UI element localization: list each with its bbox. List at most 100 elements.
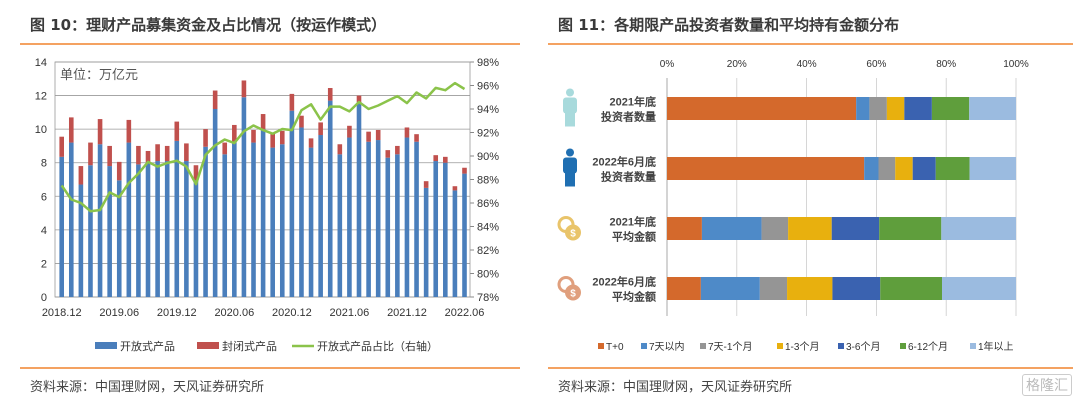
bar-segment-1-2 xyxy=(878,157,896,180)
bar-open-21 xyxy=(260,129,266,297)
bar-segment-1-6 xyxy=(969,157,1016,180)
bar-open-31 xyxy=(356,102,362,298)
bar-closed-10 xyxy=(155,144,160,162)
bar-open-34 xyxy=(385,157,391,297)
y-tick-label: 6 xyxy=(41,191,47,203)
bar-closed-2 xyxy=(78,166,84,185)
x-tick-label: 2021.06 xyxy=(330,307,370,319)
x-tick-label: 40% xyxy=(797,59,817,70)
bar-closed-32 xyxy=(366,131,371,142)
dollar-sign-icon: $ xyxy=(570,289,576,300)
bar-segment-0-3 xyxy=(886,97,905,120)
legend-swatch-3 xyxy=(777,343,783,349)
bar-closed-15 xyxy=(203,129,208,147)
bar-closed-39 xyxy=(433,155,439,162)
bar-segment-2-5 xyxy=(879,217,942,240)
bar-open-11 xyxy=(164,161,170,297)
bar-open-41 xyxy=(452,190,458,297)
bar-open-4 xyxy=(97,144,103,297)
legend-label-0: 开放式产品 xyxy=(120,339,175,353)
legend-label-2: 开放式产品占比（右轴） xyxy=(317,339,438,353)
bar-segment-2-3 xyxy=(788,217,832,240)
y2-tick-label: 94% xyxy=(477,104,499,116)
bar-open-33 xyxy=(375,140,381,297)
y-tick-label: 10 xyxy=(35,124,47,136)
bar-closed-31 xyxy=(356,95,362,103)
legend-swatch-6 xyxy=(970,343,976,349)
bar-open-8 xyxy=(136,164,141,297)
bar-open-28 xyxy=(327,100,333,297)
x-tick-label: 2020.06 xyxy=(214,307,254,319)
bar-segment-1-5 xyxy=(935,157,970,180)
bar-open-24 xyxy=(289,110,295,297)
legend-label-0: T+0 xyxy=(606,342,624,353)
person-icon xyxy=(563,148,577,187)
legend-swatch-1 xyxy=(641,343,647,349)
legend-label-2: 7天-1个月 xyxy=(708,341,752,353)
bar-open-13 xyxy=(184,161,189,297)
bar-open-22 xyxy=(270,147,275,297)
x-tick-label: 100% xyxy=(1003,59,1029,70)
bar-closed-17 xyxy=(222,142,228,155)
bar-segment-0-1 xyxy=(856,97,870,120)
watermark-logo: 格隆汇 xyxy=(1022,374,1072,396)
coins-icon xyxy=(565,224,581,241)
left-chart-title: 图 10：理财产品募集资金及占比情况（按运作模式） xyxy=(30,16,387,34)
bar-closed-3 xyxy=(88,142,93,166)
bar-segment-3-3 xyxy=(787,277,833,300)
legend-swatch-0 xyxy=(598,343,604,349)
bar-closed-18 xyxy=(232,124,237,143)
bar-segment-3-4 xyxy=(832,277,881,300)
legend-swatch-2 xyxy=(700,343,706,349)
category-label-line2: 平均金额 xyxy=(612,230,656,244)
x-tick-label: 2022.06 xyxy=(445,307,485,319)
bar-open-30 xyxy=(347,137,352,297)
bar-open-1 xyxy=(68,142,74,297)
x-tick-label: 2020.12 xyxy=(272,307,312,319)
bar-open-18 xyxy=(232,142,237,297)
right-chart: 0% 20% 40% 60% 80% 100%2021年底投资者数量2022年6月底投资者… xyxy=(557,59,1029,353)
x-tick-label: 0% xyxy=(660,59,675,70)
bar-closed-19 xyxy=(241,80,247,98)
legend-label-1: 封闭式产品 xyxy=(222,339,277,353)
y2-tick-label: 92% xyxy=(477,128,499,140)
bar-closed-42 xyxy=(462,167,467,174)
left-source-note: 资料来源：中国理财网，天风证券研究所 xyxy=(30,380,265,395)
y-tick-label: 12 xyxy=(35,91,47,103)
bar-closed-27 xyxy=(318,122,323,136)
legend-swatch-1 xyxy=(197,342,219,349)
bar-open-7 xyxy=(126,142,132,297)
bar-segment-3-2 xyxy=(759,277,788,300)
bar-closed-12 xyxy=(174,121,180,141)
bar-open-26 xyxy=(308,147,314,297)
x-tick-label: 2019.06 xyxy=(99,307,139,319)
legend-label-4: 3-6个月 xyxy=(846,341,880,353)
bar-closed-34 xyxy=(385,150,391,158)
bar-segment-2-2 xyxy=(761,217,789,240)
bar-open-37 xyxy=(414,141,419,297)
bar-open-25 xyxy=(299,127,304,297)
y2-tick-label: 96% xyxy=(477,81,499,93)
right-chart-title: 图 11：各期限产品投资者数量和平均持有金额分布 xyxy=(558,16,900,34)
left-chart: 0 2 4 6 8 10 12 14 78% 80% 82% 84% 86% 88% 90% 92% 94% 96… xyxy=(35,57,499,353)
bar-closed-28 xyxy=(327,88,333,101)
right-title-divider xyxy=(548,43,1073,45)
open-ratio-line xyxy=(60,81,466,213)
bar-segment-3-0 xyxy=(667,277,701,300)
y-tick-label: 8 xyxy=(41,158,47,170)
y-tick-label: 0 xyxy=(41,292,47,304)
y2-tick-label: 84% xyxy=(477,222,499,234)
bar-segment-3-1 xyxy=(700,277,760,300)
category-label-line1: 2022年6月底 xyxy=(592,155,656,169)
coins-icon xyxy=(565,284,581,301)
bar-closed-6 xyxy=(116,161,122,181)
x-tick-label: 2018.12 xyxy=(42,307,82,319)
y-tick-label: 14 xyxy=(35,57,47,69)
bar-segment-2-4 xyxy=(831,217,880,240)
bar-closed-21 xyxy=(260,114,266,130)
bar-open-2 xyxy=(78,184,84,297)
bar-closed-14 xyxy=(193,165,199,181)
bar-open-36 xyxy=(404,137,410,297)
bar-segment-0-2 xyxy=(869,97,887,120)
bar-open-35 xyxy=(395,154,400,297)
